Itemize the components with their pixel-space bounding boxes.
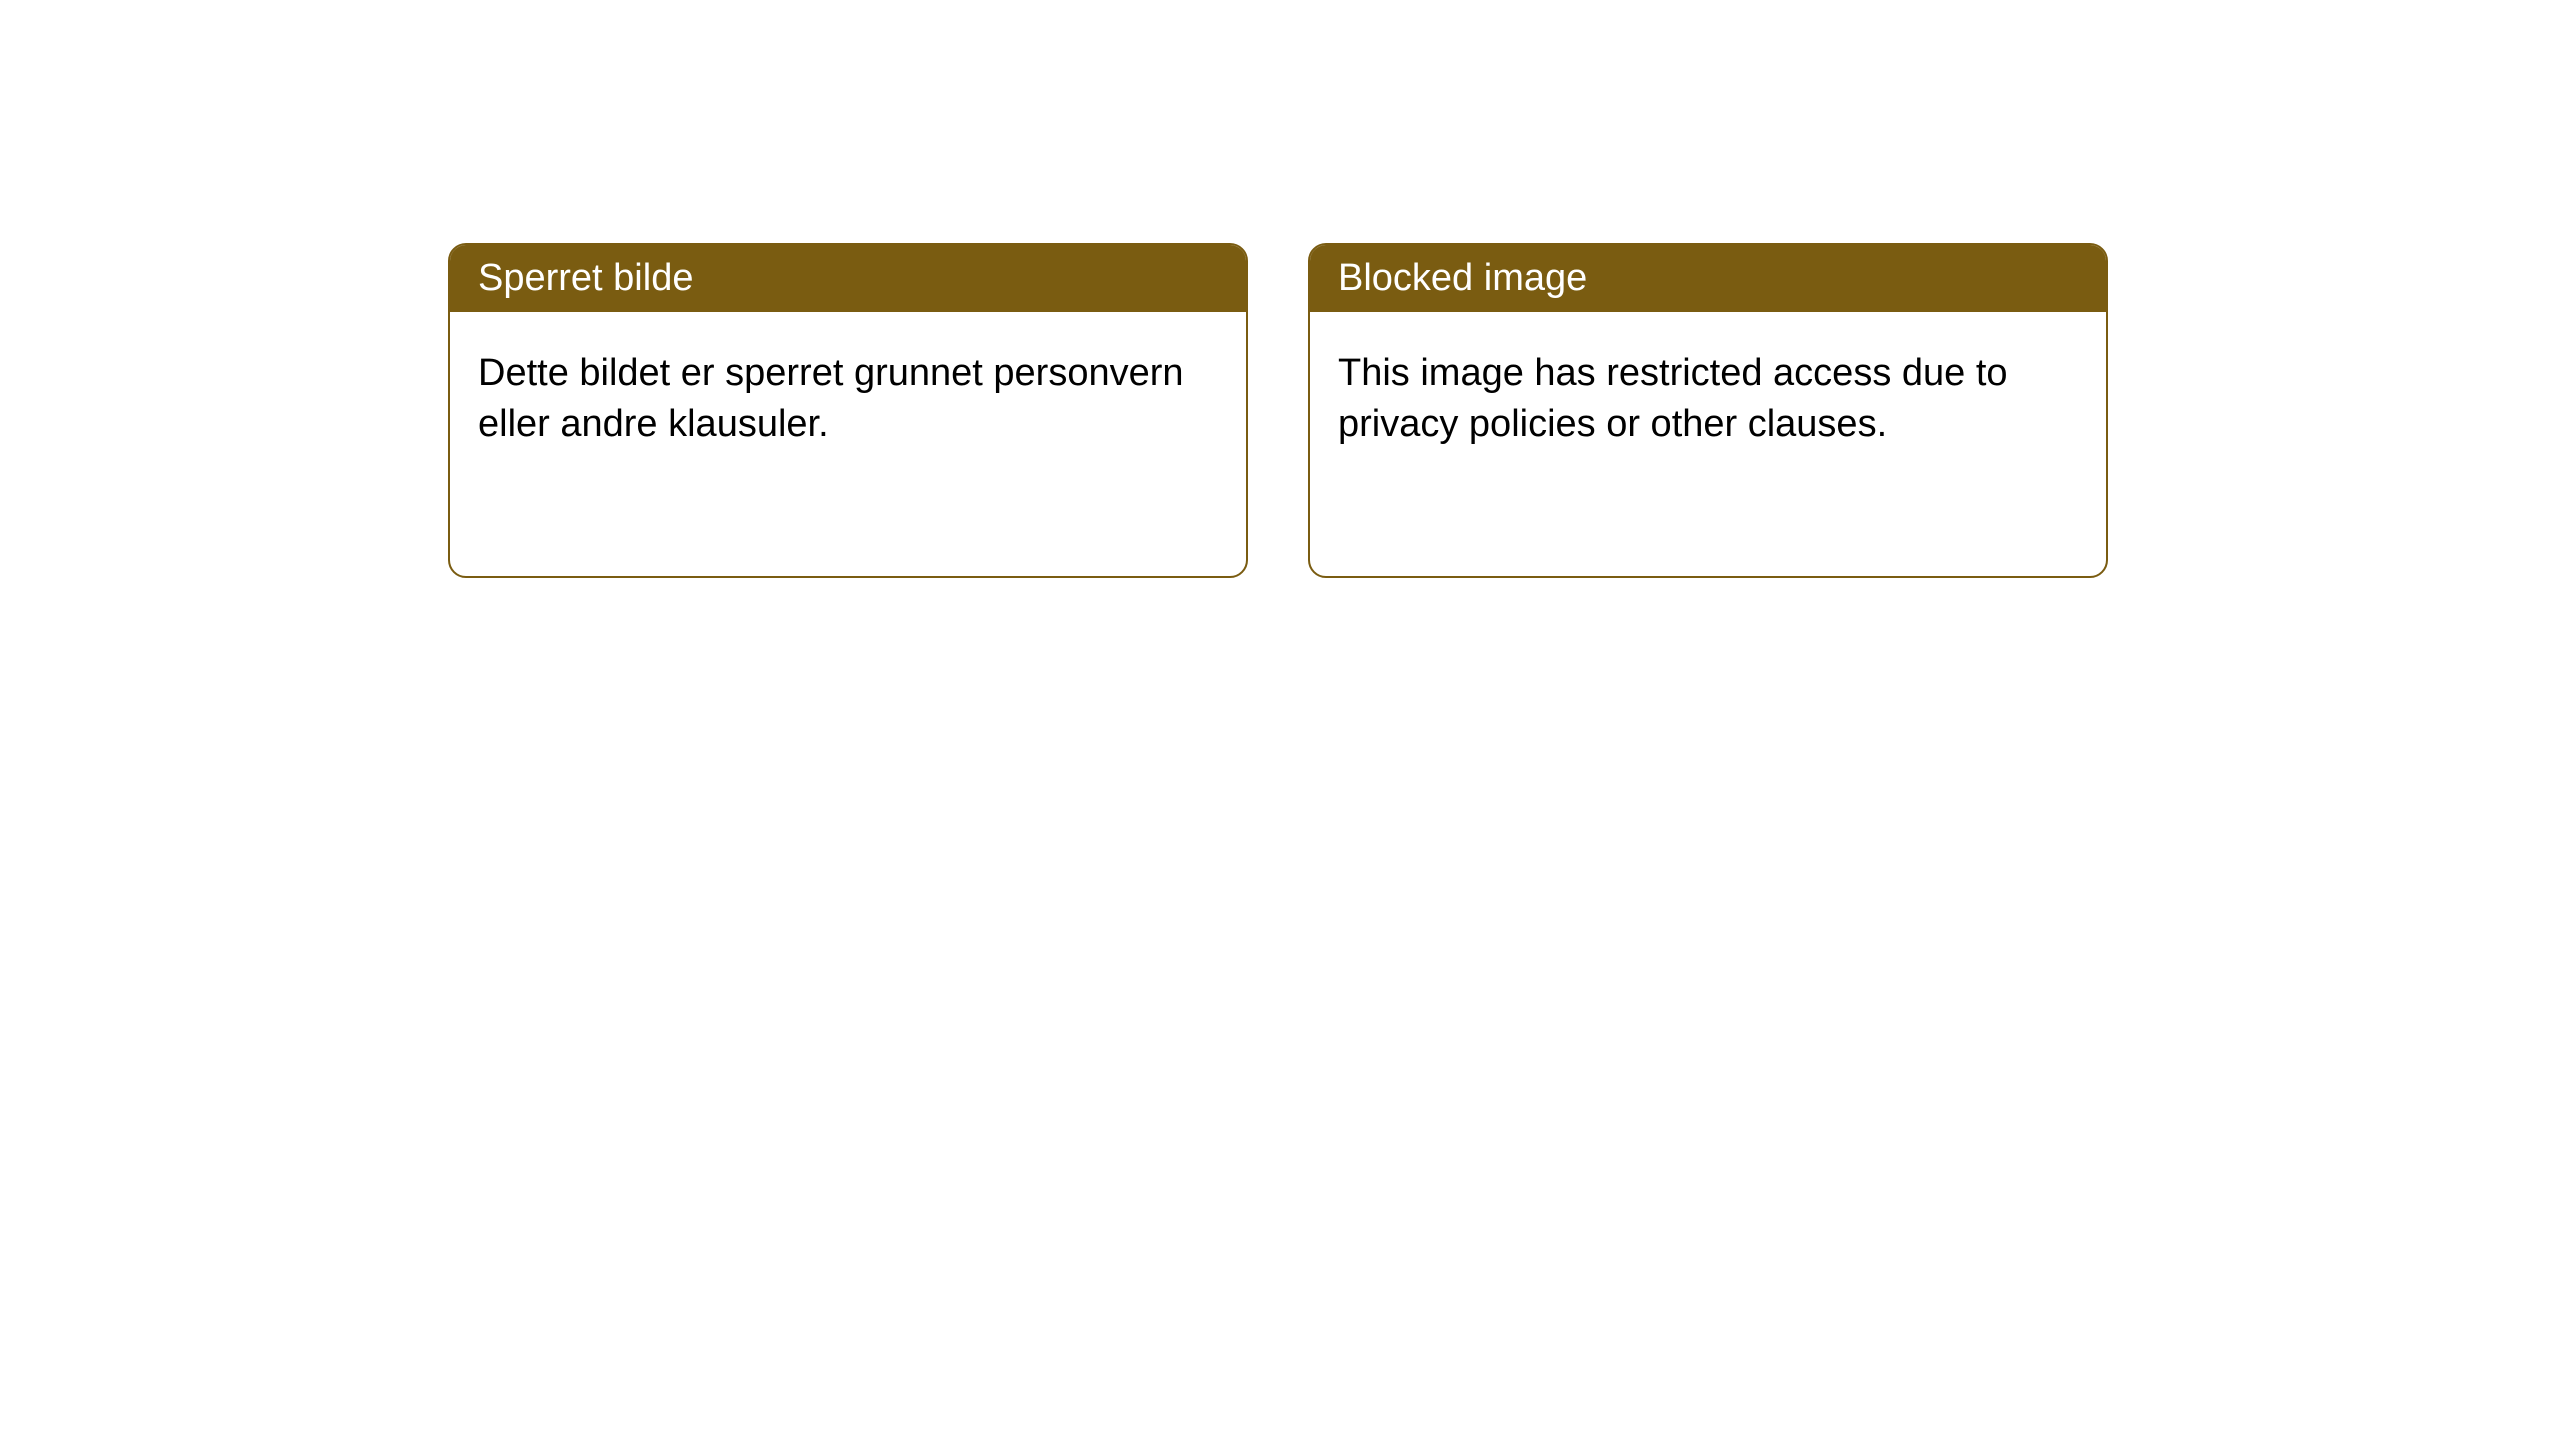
notice-card-body: Dette bildet er sperret grunnet personve…	[450, 312, 1246, 576]
notice-card-body-text: This image has restricted access due to …	[1338, 352, 2008, 445]
notice-card-norwegian: Sperret bilde Dette bildet er sperret gr…	[448, 243, 1248, 578]
notice-card-header: Blocked image	[1310, 245, 2106, 312]
notice-card-body: This image has restricted access due to …	[1310, 312, 2106, 576]
notice-card-title: Blocked image	[1338, 257, 1587, 299]
notice-container: Sperret bilde Dette bildet er sperret gr…	[448, 243, 2108, 578]
notice-card-header: Sperret bilde	[450, 245, 1246, 312]
notice-card-english: Blocked image This image has restricted …	[1308, 243, 2108, 578]
notice-card-body-text: Dette bildet er sperret grunnet personve…	[478, 352, 1184, 445]
notice-card-title: Sperret bilde	[478, 257, 693, 299]
